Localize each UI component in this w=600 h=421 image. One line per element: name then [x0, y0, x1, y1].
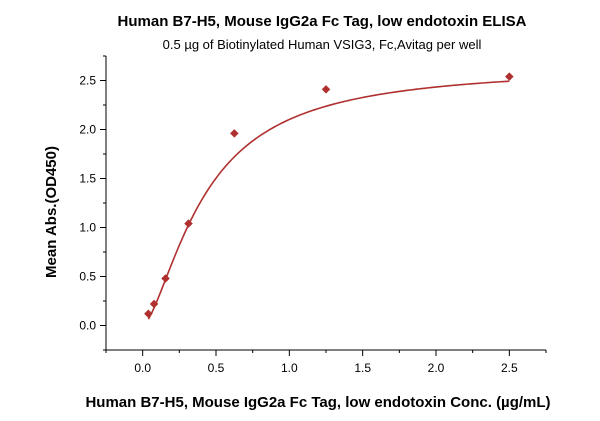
fit-curve-layer	[147, 80, 510, 320]
y-tick-label: 0.5	[79, 270, 96, 284]
x-tick-label: 1.0	[281, 361, 298, 375]
chart-title: Human B7-H5, Mouse IgG2a Fc Tag, low end…	[118, 13, 527, 30]
y-tick-label: 2.5	[79, 74, 96, 88]
y-axis-ticks: 0.0 0.5 1.0 1.5 2.0 2.5	[79, 55, 106, 351]
x-tick-label: 2.5	[501, 361, 518, 375]
y-tick-label: 1.0	[79, 221, 96, 235]
y-axis-label: Mean Abs.(OD450)	[43, 146, 60, 278]
x-axis-label: Human B7-H5, Mouse IgG2a Fc Tag, low end…	[85, 394, 550, 411]
data-point	[144, 309, 153, 319]
y-tick-label: 1.5	[79, 172, 96, 186]
data-point	[161, 274, 170, 283]
x-tick-label: 0.0	[134, 361, 151, 375]
x-axis-ticks: 0.0 0.5 1.0 1.5 2.0 2.5	[105, 350, 547, 375]
chart-subtitle: 0.5 µg of Biotinylated Human VSIG3, Fc,A…	[163, 37, 482, 52]
y-tick-label: 2.0	[79, 123, 96, 137]
data-point	[321, 84, 331, 94]
axes	[105, 56, 546, 351]
data-point	[229, 129, 239, 138]
x-tick-label: 1.5	[354, 361, 371, 375]
fit-curve	[147, 80, 510, 320]
data-point	[184, 219, 193, 228]
y-tick-label: 0.0	[79, 319, 96, 333]
x-tick-label: 0.5	[208, 361, 225, 375]
x-tick-label: 2.0	[428, 361, 445, 375]
data-point	[504, 72, 514, 81]
data-points-layer	[144, 72, 514, 319]
data-point	[149, 299, 159, 309]
